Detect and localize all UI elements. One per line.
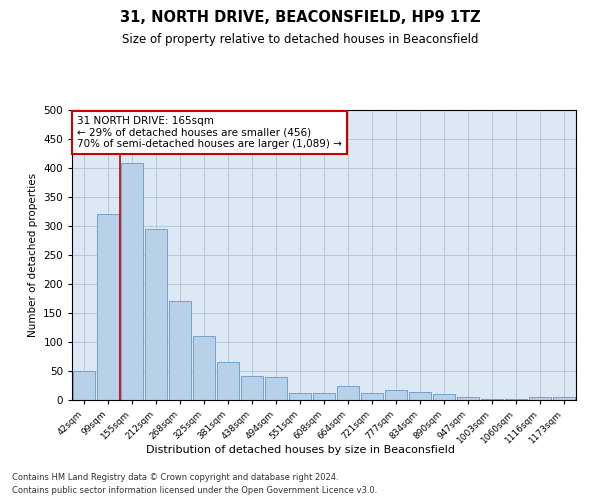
Bar — [169, 302, 191, 400]
Bar — [121, 164, 143, 400]
Bar — [361, 393, 383, 400]
Text: Distribution of detached houses by size in Beaconsfield: Distribution of detached houses by size … — [146, 445, 455, 455]
Text: Size of property relative to detached houses in Beaconsfield: Size of property relative to detached ho… — [122, 32, 478, 46]
Bar — [97, 214, 119, 400]
Bar — [481, 399, 503, 400]
Bar — [505, 399, 527, 400]
Text: 31 NORTH DRIVE: 165sqm
← 29% of detached houses are smaller (456)
70% of semi-de: 31 NORTH DRIVE: 165sqm ← 29% of detached… — [77, 116, 342, 149]
Bar — [289, 393, 311, 400]
Bar — [433, 394, 455, 400]
Bar — [313, 393, 335, 400]
Bar — [337, 386, 359, 400]
Bar — [265, 377, 287, 400]
Bar — [145, 229, 167, 400]
Bar — [385, 390, 407, 400]
Bar — [529, 397, 551, 400]
Text: Contains HM Land Registry data © Crown copyright and database right 2024.: Contains HM Land Registry data © Crown c… — [12, 472, 338, 482]
Bar — [457, 397, 479, 400]
Bar — [193, 336, 215, 400]
Y-axis label: Number of detached properties: Number of detached properties — [28, 173, 38, 337]
Text: Contains public sector information licensed under the Open Government Licence v3: Contains public sector information licen… — [12, 486, 377, 495]
Bar — [409, 392, 431, 400]
Bar — [241, 376, 263, 400]
Bar — [553, 397, 575, 400]
Bar — [73, 371, 95, 400]
Bar — [217, 362, 239, 400]
Text: 31, NORTH DRIVE, BEACONSFIELD, HP9 1TZ: 31, NORTH DRIVE, BEACONSFIELD, HP9 1TZ — [119, 10, 481, 25]
